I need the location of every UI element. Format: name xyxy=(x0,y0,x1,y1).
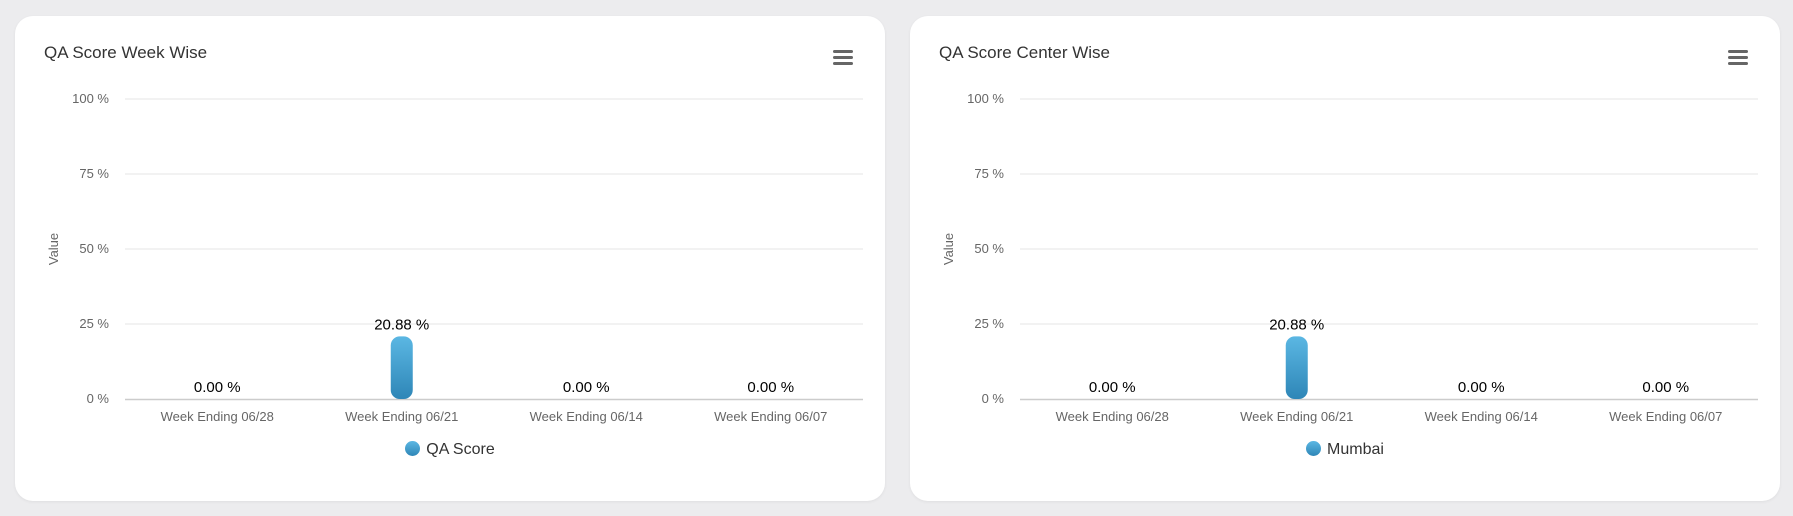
y-tick-label: 50 % xyxy=(79,241,109,256)
x-tick-label: Week Ending 06/14 xyxy=(1425,409,1538,424)
y-tick-label: 25 % xyxy=(79,316,109,331)
hamburger-menu-icon[interactable] xyxy=(1728,50,1748,68)
y-axis-title: Value xyxy=(46,233,61,265)
y-tick-label: 100 % xyxy=(72,91,109,106)
bar xyxy=(1285,336,1308,399)
data-label: 20.88 % xyxy=(374,316,429,333)
x-tick-label: Week Ending 06/28 xyxy=(161,409,274,424)
hamburger-menu-icon[interactable] xyxy=(833,50,853,68)
x-tick-label: Week Ending 06/28 xyxy=(1056,409,1169,424)
legend-item[interactable]: QA Score xyxy=(15,441,885,459)
x-tick-label: Week Ending 06/07 xyxy=(714,409,827,424)
chart-title: QA Score Center Wise xyxy=(939,43,1111,62)
x-tick-label: Week Ending 06/21 xyxy=(1240,409,1353,424)
y-axis-title: Value xyxy=(941,233,956,265)
chart-title: QA Score Week Wise xyxy=(44,43,208,62)
legend-marker-icon xyxy=(405,441,421,456)
x-tick-label: Week Ending 06/07 xyxy=(1609,409,1722,424)
y-tick-label: 25 % xyxy=(974,316,1004,331)
chart-card-center-wise: QA Score Center Wise 0 % 25 % 50 % 75 % 100 … xyxy=(910,16,1780,501)
data-label: 0.00 % xyxy=(1458,379,1505,396)
legend-marker-icon xyxy=(1306,441,1322,456)
y-tick-label: 50 % xyxy=(974,241,1004,256)
legend-label: Mumbai xyxy=(1327,441,1384,458)
y-tick-label: 75 % xyxy=(79,166,109,181)
x-tick-label: Week Ending 06/14 xyxy=(530,409,643,424)
bar-chart: 0 % 25 % 50 % 75 % 100 % Value Week Ending 06/… xyxy=(941,91,1758,424)
data-label: 0.00 % xyxy=(1089,379,1136,396)
legend-label: QA Score xyxy=(426,441,495,458)
y-tick-label: 0 % xyxy=(87,391,110,406)
data-label: 0.00 % xyxy=(747,379,794,396)
bar xyxy=(390,336,413,399)
data-label: 0.00 % xyxy=(1642,379,1689,396)
data-label: 20.88 % xyxy=(1269,316,1324,333)
y-tick-label: 0 % xyxy=(982,391,1005,406)
x-tick-label: Week Ending 06/21 xyxy=(345,409,458,424)
data-label: 0.00 % xyxy=(194,379,241,396)
y-tick-label: 100 % xyxy=(967,91,1004,106)
data-label: 0.00 % xyxy=(563,379,610,396)
legend-item[interactable]: Mumbai xyxy=(910,441,1780,459)
bar-chart: 0 % 25 % 50 % 75 % 100 % Value Week Ending 06/… xyxy=(46,91,863,424)
y-tick-label: 75 % xyxy=(974,166,1004,181)
chart-card-week-wise: QA Score Week Wise 0 % 25 % 50 % 75 % 100 % V… xyxy=(15,16,885,501)
